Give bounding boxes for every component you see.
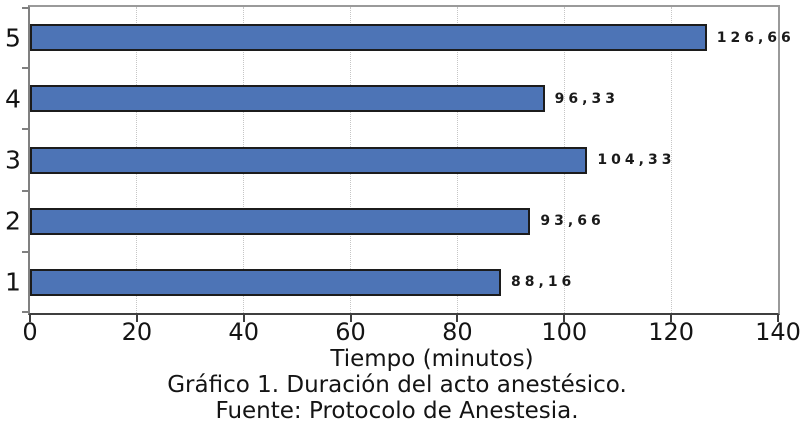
x-tick-label: 140 (755, 318, 800, 346)
x-axis-tick (135, 315, 138, 322)
bar-value-label: 96,33 (554, 90, 619, 107)
gridline (670, 7, 672, 313)
bar-value-label: 88,16 (511, 274, 576, 291)
bar (30, 85, 545, 113)
x-tick-label: 0 (22, 318, 38, 346)
y-axis-tick (22, 189, 28, 192)
bar-value-label: 126,66 (716, 29, 795, 46)
x-axis-tick (563, 315, 566, 322)
x-axis-tick (29, 315, 31, 322)
bar (30, 24, 707, 52)
y-category-label: 5 (5, 23, 21, 53)
bar (30, 207, 531, 235)
x-axis-tick (349, 315, 352, 322)
y-axis-tick (22, 128, 28, 131)
x-axis-tick (777, 315, 779, 322)
y-category-label: 1 (5, 267, 21, 297)
bar (30, 146, 588, 174)
x-tick-label: 40 (228, 318, 259, 346)
x-tick-label: 20 (121, 318, 153, 346)
x-tick-label: 80 (442, 318, 473, 346)
x-tick-label: 120 (648, 318, 695, 346)
x-tick-label: 100 (541, 318, 588, 346)
x-tick-label: 60 (335, 318, 366, 346)
x-axis-tick (456, 315, 459, 322)
x-axis-tick (670, 315, 673, 322)
x-axis-tick (242, 315, 245, 322)
y-axis-tick (22, 311, 28, 313)
y-category-label: 3 (5, 145, 21, 175)
y-axis-tick (22, 250, 28, 253)
y-category-label: 4 (5, 84, 21, 114)
chart-source: Fuente: Protocolo de Anestesia. (215, 398, 579, 424)
chart-caption: Gráfico 1. Duración del acto anestésico. (167, 372, 627, 398)
x-axis-title: Tiempo (minutos) (330, 346, 534, 372)
y-category-label: 2 (5, 206, 21, 236)
plot-area: 126,66 96,33 104,33 93,66 88,16 (22, 5, 791, 322)
bar-value-label: 104,33 (597, 152, 676, 168)
bar (30, 268, 502, 296)
bar-value-label: 93,66 (540, 213, 605, 230)
y-axis-tick (22, 7, 28, 9)
y-axis-tick (22, 67, 28, 70)
